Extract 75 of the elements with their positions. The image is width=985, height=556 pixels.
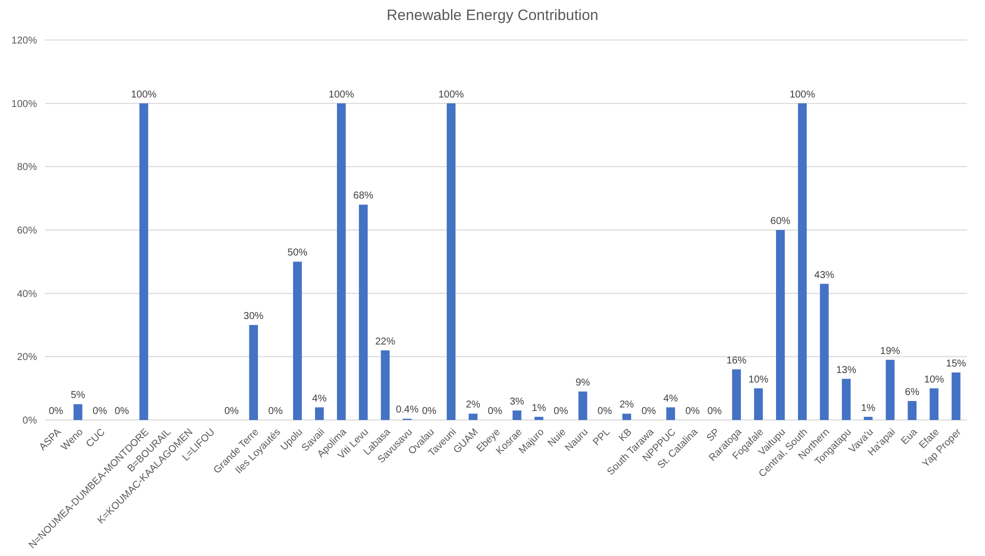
bar — [820, 284, 829, 420]
data-label: 0% — [48, 406, 64, 417]
data-label: 0% — [224, 406, 239, 417]
bar — [952, 372, 960, 420]
data-label: 5% — [70, 390, 86, 402]
bar — [842, 378, 851, 420]
y-tick-label: 0% — [22, 416, 38, 426]
data-label: 10% — [924, 374, 944, 386]
data-label: 100% — [438, 89, 464, 100]
data-label: 0% — [641, 406, 656, 417]
data-label: 100% — [790, 89, 816, 100]
y-tick-label: 120% — [11, 36, 38, 46]
bar — [74, 404, 82, 420]
data-label: 16% — [726, 355, 747, 366]
bar — [578, 392, 588, 420]
bar — [315, 407, 324, 420]
y-tick-label: 100% — [11, 98, 38, 110]
y-tick-label: 80% — [16, 162, 38, 174]
data-label: 50% — [287, 248, 308, 259]
data-label: 0% — [114, 406, 130, 417]
data-label: 43% — [814, 270, 834, 281]
y-tick-label: 60% — [16, 226, 38, 236]
bar — [622, 414, 632, 420]
bar — [380, 350, 390, 420]
data-label: 1% — [860, 402, 876, 414]
data-label: 0% — [598, 406, 612, 417]
data-label: 0% — [268, 406, 283, 417]
data-label: 6% — [904, 387, 920, 398]
bar — [139, 103, 148, 420]
data-label: 0.4% — [396, 404, 419, 416]
bar — [293, 262, 302, 420]
data-label: 0% — [685, 406, 700, 417]
data-label: 0% — [92, 406, 108, 417]
data-label: 0% — [707, 406, 722, 417]
data-label: 10% — [748, 374, 769, 386]
data-label: 0% — [422, 406, 436, 417]
bar — [249, 325, 258, 420]
data-label: 9% — [576, 378, 590, 388]
data-label: 13% — [836, 364, 856, 376]
bar — [732, 369, 741, 420]
data-label: 100% — [328, 89, 354, 100]
x-tick-label: PPL — [591, 426, 613, 448]
y-tick-label: 20% — [16, 352, 38, 364]
bar — [776, 230, 785, 420]
data-label: 2% — [466, 400, 480, 411]
bar — [534, 416, 544, 420]
bar — [358, 204, 368, 420]
data-label: 4% — [663, 393, 678, 404]
bar — [336, 103, 346, 420]
data-label: 3% — [510, 396, 524, 408]
data-label: 22% — [375, 336, 396, 348]
data-label: 15% — [946, 358, 966, 370]
data-label: 100% — [130, 89, 157, 100]
data-label: 0% — [554, 406, 568, 417]
data-label: 30% — [244, 311, 264, 322]
data-label: 2% — [620, 400, 634, 411]
bar — [798, 103, 807, 420]
data-label: 19% — [880, 346, 900, 357]
bar — [446, 103, 456, 420]
data-label: 60% — [770, 216, 791, 227]
bar — [512, 410, 522, 420]
bar — [864, 416, 873, 420]
bar — [886, 360, 895, 420]
bar — [930, 388, 938, 420]
data-label: 4% — [312, 393, 327, 404]
bar — [908, 401, 917, 420]
bar — [468, 414, 478, 420]
data-label: 1% — [532, 402, 546, 414]
chart-title: Renewable Energy Contribution — [386, 7, 598, 24]
bar — [754, 388, 763, 420]
y-tick-label: 40% — [16, 288, 38, 300]
data-label: 68% — [353, 190, 374, 202]
data-label: 0% — [488, 406, 502, 417]
bar — [666, 407, 676, 420]
x-tick-label: Eua — [899, 426, 920, 448]
